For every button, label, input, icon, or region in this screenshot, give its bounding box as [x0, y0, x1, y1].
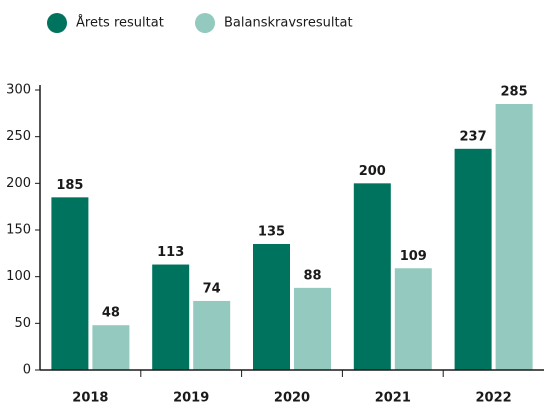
- bar: [394, 268, 432, 370]
- value-label: 74: [203, 281, 221, 296]
- y-tick-label: 150: [6, 223, 31, 238]
- bar: [193, 300, 231, 370]
- bar: [353, 183, 391, 370]
- bar: [294, 287, 331, 370]
- legend-swatch: [195, 13, 215, 33]
- value-label: 200: [359, 164, 386, 179]
- x-tick-label: 2020: [274, 391, 310, 405]
- value-label: 109: [400, 249, 427, 264]
- value-label: 135: [258, 225, 285, 240]
- x-tick-label: 2022: [476, 391, 512, 405]
- bar: [495, 104, 533, 370]
- legend-label: Balanskravsresultat: [224, 16, 353, 31]
- value-label: 88: [303, 268, 321, 283]
- y-tick-label: 0: [23, 363, 31, 378]
- x-tick-label: 2021: [375, 391, 411, 405]
- value-label: 48: [102, 306, 120, 321]
- bar: [152, 264, 190, 370]
- y-tick-label: 100: [6, 269, 31, 284]
- value-label: 113: [157, 245, 184, 260]
- legend-swatch: [47, 13, 67, 33]
- bar: [51, 197, 89, 370]
- legend-label: Årets resultat: [76, 15, 164, 31]
- y-tick-label: 300: [6, 83, 31, 98]
- value-label: 237: [460, 129, 487, 144]
- bar: [253, 244, 290, 370]
- bar: [454, 148, 492, 370]
- y-tick-label: 200: [6, 176, 31, 191]
- bar: [92, 325, 130, 370]
- value-label: 285: [501, 85, 528, 100]
- y-tick-label: 50: [14, 316, 31, 331]
- value-label: 185: [56, 178, 83, 193]
- x-tick-label: 2018: [72, 391, 108, 405]
- x-tick-label: 2019: [173, 391, 209, 405]
- y-tick-label: 250: [6, 129, 31, 144]
